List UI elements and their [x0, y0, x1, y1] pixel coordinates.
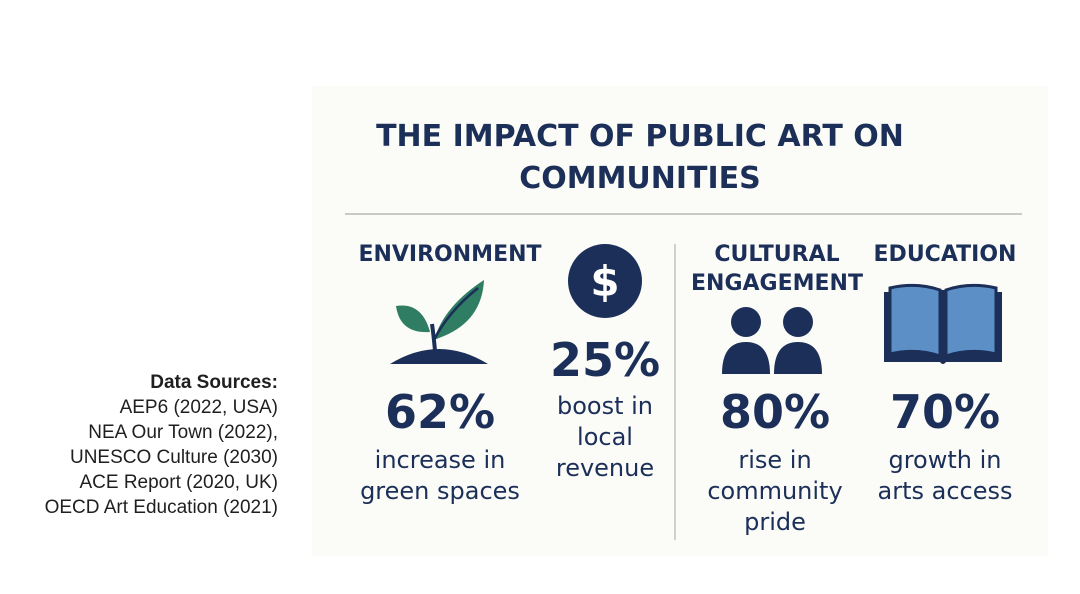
title-line-1: THE IMPACT OF PUBLIC ART ON [376, 119, 904, 154]
description-line: arts access [877, 477, 1013, 505]
community-pride-stat: 80% [719, 385, 831, 439]
education-heading: EDUCATION [873, 242, 1017, 267]
svg-text:$: $ [590, 257, 619, 306]
arts-access-stat: 70% [889, 385, 1001, 439]
source-line: AEP6 (2022, USA) [119, 397, 278, 418]
environment-heading: ENVIRONMENT [358, 242, 542, 267]
title-divider [345, 213, 1022, 215]
environment-description: increase in green spaces [340, 445, 540, 507]
cultural-engagement-heading: CULTURAL ENGAGEMENT [688, 240, 866, 298]
description-line: green spaces [360, 477, 520, 505]
revenue-description: boost in local revenue [535, 391, 675, 484]
description-line: growth in [888, 446, 1002, 474]
community-pride-description: rise in community pride [690, 445, 860, 538]
description-line: boost in [556, 392, 654, 420]
description-line: increase in [374, 446, 506, 474]
description-line: community [707, 477, 843, 505]
source-line: UNESCO Culture (2030) [69, 447, 278, 468]
source-line: NEA Our Town (2022), [88, 422, 278, 443]
environment-stat: 62% [384, 385, 496, 439]
source-line: ACE Report (2020, UK) [79, 472, 278, 493]
data-sources-title: Data Sources: [150, 372, 278, 393]
open-book-icon [884, 283, 1002, 364]
heading-line: CULTURAL [714, 242, 840, 267]
arts-access-description: growth in arts access [860, 445, 1030, 507]
description-line: rise in [738, 446, 812, 474]
title-line-2: COMMUNITIES [519, 161, 761, 196]
people-icon [722, 307, 822, 374]
revenue-stat: 25% [549, 333, 661, 387]
description-line: pride [744, 508, 806, 536]
sprout-icon [390, 280, 488, 364]
heading-line: ENGAGEMENT [691, 271, 863, 296]
infographic-title: THE IMPACT OF PUBLIC ART ON COMMUNITIES [345, 116, 935, 200]
source-line: OECD Art Education (2021) [44, 497, 278, 518]
section-divider [674, 244, 676, 540]
data-sources: Data Sources: AEP6 (2022, USA) NEA Our T… [45, 370, 278, 520]
dollar-coin-icon: $ [568, 244, 642, 318]
description-line: local [577, 423, 633, 451]
description-line: revenue [555, 454, 655, 482]
